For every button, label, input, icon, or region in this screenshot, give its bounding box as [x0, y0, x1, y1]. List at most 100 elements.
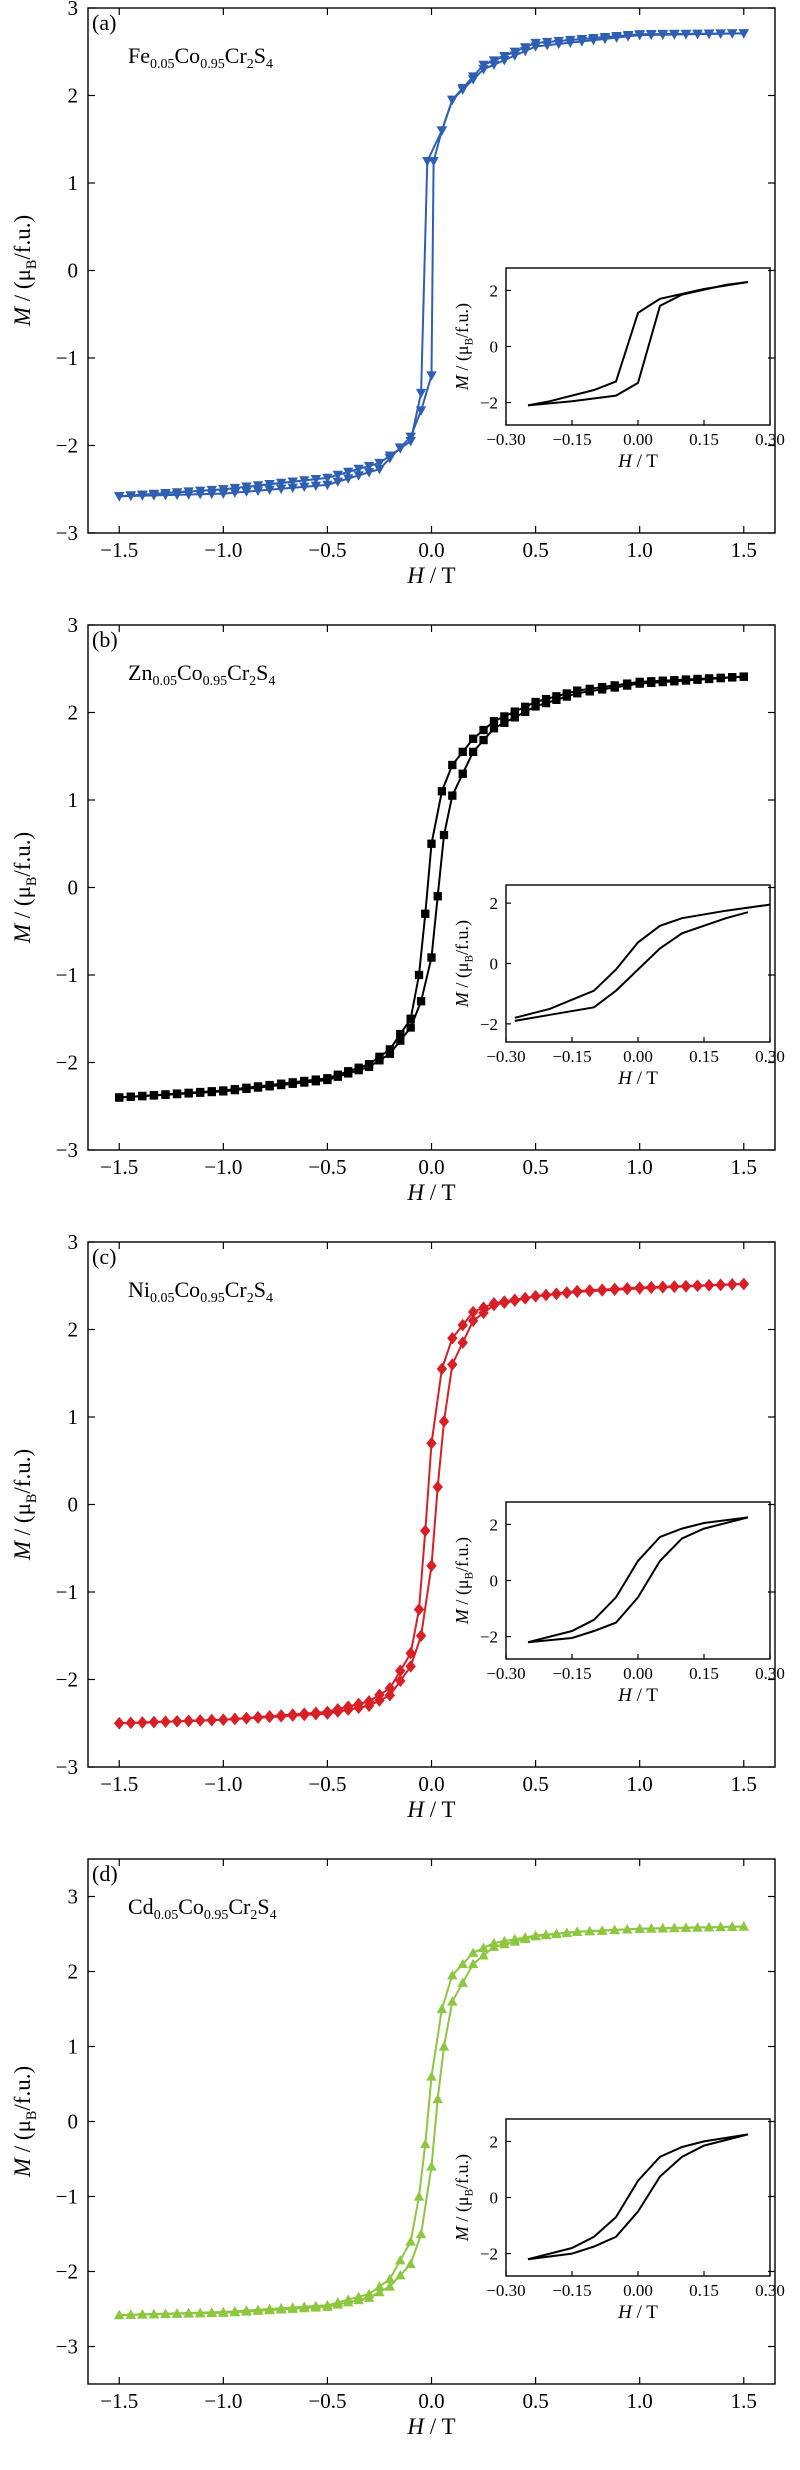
- y-tick-label: −2: [56, 1668, 78, 1692]
- y-tick-label: 3: [68, 1230, 79, 1254]
- data-point: [384, 1689, 396, 1702]
- data-point: [738, 1277, 749, 1291]
- series-line-ascending: [119, 1283, 744, 1725]
- data-point: [432, 1480, 443, 1494]
- inset-x-tick-label: 0.15: [689, 1047, 719, 1066]
- series-line-ascending: [119, 1925, 744, 2316]
- data-point: [704, 674, 714, 684]
- data-point: [739, 672, 748, 681]
- data-point: [287, 477, 298, 487]
- inset-series-line-1: [514, 903, 771, 1019]
- y-tick-label: −1: [56, 963, 78, 987]
- data-point: [509, 47, 520, 57]
- x-tick-label: 0.0: [418, 1155, 444, 1179]
- series-line-descending: [119, 1925, 744, 2316]
- data-point: [478, 60, 489, 71]
- y-tick-label: 3: [68, 1885, 79, 1909]
- inset-chart: −0.30 −0.15 0.00 0.15 0.30 −2 0 2 H / T M / (μB/f…: [452, 2118, 785, 2323]
- inset-y-tick-label: 2: [490, 2132, 499, 2151]
- data-point: [363, 468, 375, 478]
- data-point: [426, 1437, 437, 1450]
- y-tick-label: 3: [68, 0, 79, 20]
- inset-y-tick-label: −2: [480, 2245, 498, 2264]
- y-tick-label: 2: [68, 1960, 79, 1984]
- data-point: [738, 1921, 749, 1931]
- data-point: [148, 2309, 160, 2319]
- panel-label: (b): [92, 627, 118, 652]
- data-point: [519, 43, 531, 53]
- inset-series-line-1: [527, 2133, 749, 2261]
- data-point: [478, 1950, 489, 1960]
- data-point: [343, 474, 354, 484]
- data-point: [576, 34, 588, 45]
- inset-series-line-2: [514, 911, 749, 1022]
- data-point: [374, 2281, 385, 2291]
- inset-series-line-1: [527, 281, 749, 407]
- data-point: [621, 1924, 633, 1934]
- data-point: [395, 2255, 406, 2265]
- data-point: [715, 1278, 726, 1292]
- data-point: [206, 2307, 217, 2318]
- x-tick-label: −0.5: [308, 2389, 346, 2413]
- data-point: [681, 676, 691, 685]
- inset-x-axis-label: H / T: [617, 2302, 658, 2323]
- data-point: [426, 2071, 437, 2081]
- panel-label: (c): [92, 1244, 116, 1269]
- compound-formula: Ni0.05Co0.95Cr2S4: [128, 1277, 273, 1306]
- data-point: [332, 470, 344, 481]
- data-point: [184, 1089, 193, 1098]
- y-tick-label: −3: [56, 2335, 78, 2359]
- x-tick-label: 0.5: [522, 1155, 548, 1179]
- data-point: [218, 489, 229, 499]
- data-point: [499, 51, 510, 62]
- data-point: [288, 1079, 297, 1088]
- data-point: [149, 1091, 159, 1100]
- data-point: [287, 1709, 298, 1722]
- data-point: [540, 1929, 552, 1940]
- data-point: [609, 1924, 620, 1935]
- data-point: [311, 1077, 321, 1086]
- data-point: [588, 33, 599, 44]
- data-point: [727, 29, 738, 39]
- data-point: [572, 1284, 583, 1298]
- data-point: [299, 2302, 310, 2313]
- y-tick-label: 2: [68, 1318, 79, 1342]
- x-tick-label: −1.5: [100, 538, 138, 562]
- data-point: [468, 734, 478, 743]
- data-point: [611, 32, 622, 42]
- data-point: [333, 1072, 342, 1081]
- inset-x-tick-label: 0.30: [755, 1664, 785, 1683]
- series-line-ascending: [119, 675, 744, 1099]
- data-point: [353, 2294, 364, 2305]
- data-point: [252, 481, 264, 491]
- inset-frame: [505, 1501, 771, 1660]
- data-point: [447, 1332, 458, 1345]
- data-point: [384, 454, 396, 464]
- data-point: [437, 787, 447, 796]
- data-point: [252, 486, 264, 496]
- data-point: [669, 1922, 680, 1933]
- x-axis-label: H / T: [406, 1180, 455, 1205]
- data-point: [395, 1664, 406, 1677]
- data-point: [275, 2304, 287, 2314]
- data-point: [635, 679, 644, 688]
- y-tick-label: 1: [68, 1405, 79, 1429]
- data-point: [530, 1290, 541, 1303]
- data-point: [413, 2191, 425, 2201]
- inset-chart: −0.30 −0.15 0.00 0.15 0.30 −2 0 2 H / T M / (μB/f…: [452, 267, 785, 472]
- data-point: [160, 2308, 171, 2319]
- data-point: [530, 38, 541, 49]
- data-point: [374, 464, 385, 475]
- inset-x-tick-label: −0.30: [486, 2281, 525, 2300]
- data-point: [194, 2308, 206, 2318]
- data-point: [561, 1286, 573, 1299]
- y-axis-label: M / (μB/f.u.): [10, 1449, 40, 1561]
- data-point: [421, 909, 430, 918]
- data-point: [323, 1075, 332, 1085]
- y-tick-label: 0: [68, 1493, 79, 1517]
- x-axis-label: H / T: [406, 2414, 455, 2439]
- data-point: [344, 1069, 353, 1078]
- data-point: [115, 1093, 124, 1102]
- y-tick-label: −3: [56, 1138, 78, 1162]
- data-point: [406, 1023, 415, 1032]
